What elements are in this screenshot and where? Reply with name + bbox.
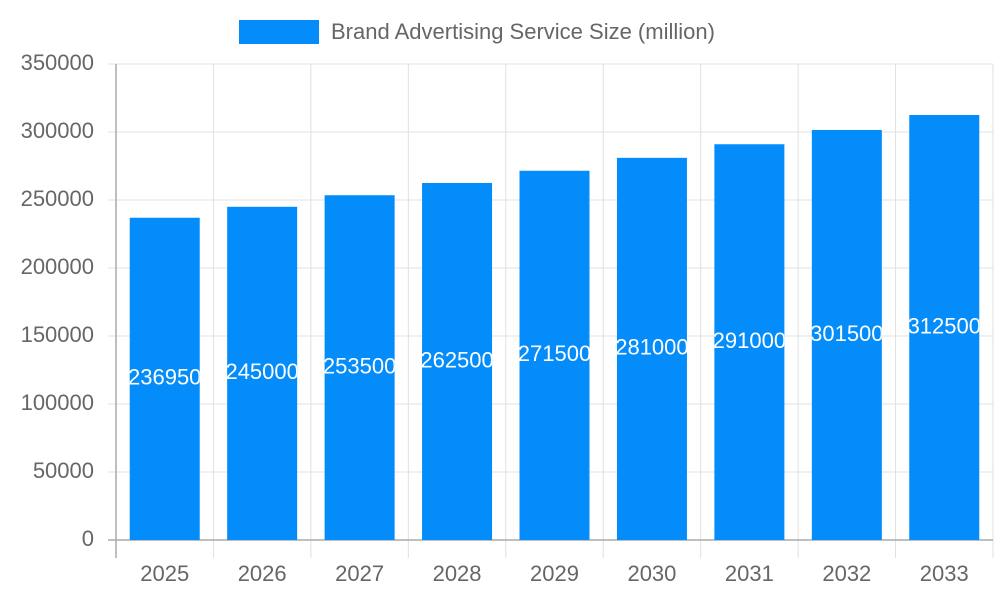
x-tick-label: 2027	[335, 561, 384, 586]
bar	[519, 170, 590, 540]
x-tick-label: 2031	[725, 561, 774, 586]
x-tick-label: 2028	[433, 561, 482, 586]
data-label: 253500	[323, 353, 396, 378]
bar	[324, 195, 395, 541]
data-label: 262500	[420, 347, 493, 372]
y-tick-label: 150000	[21, 322, 94, 347]
bar	[227, 206, 298, 541]
x-tick-label: 2026	[238, 561, 287, 586]
y-tick-label: 200000	[21, 254, 94, 279]
data-label: 281000	[615, 335, 688, 360]
x-tick-label: 2032	[822, 561, 871, 586]
data-label: 245000	[225, 359, 298, 384]
bar	[714, 144, 785, 541]
data-label: 236950	[128, 365, 201, 390]
y-tick-label: 50000	[33, 458, 94, 483]
x-tick-label: 2030	[627, 561, 676, 586]
legend-label: Brand Advertising Service Size (million)	[331, 19, 715, 44]
bar	[811, 129, 882, 540]
data-label: 301500	[810, 321, 883, 346]
y-tick-label: 300000	[21, 118, 94, 143]
data-label: 312500	[908, 313, 981, 338]
bar	[616, 157, 687, 540]
bar	[422, 183, 493, 540]
x-tick-label: 2025	[140, 561, 189, 586]
y-tick-label: 250000	[21, 186, 94, 211]
x-tick-label: 2033	[920, 561, 969, 586]
bar	[909, 115, 980, 540]
data-label: 271500	[518, 341, 591, 366]
legend-swatch	[239, 20, 319, 44]
data-label: 291000	[713, 328, 786, 353]
y-tick-label: 0	[82, 526, 94, 551]
bar	[129, 217, 200, 541]
y-tick-label: 100000	[21, 390, 94, 415]
y-tick-label: 350000	[21, 50, 94, 75]
x-tick-label: 2029	[530, 561, 579, 586]
